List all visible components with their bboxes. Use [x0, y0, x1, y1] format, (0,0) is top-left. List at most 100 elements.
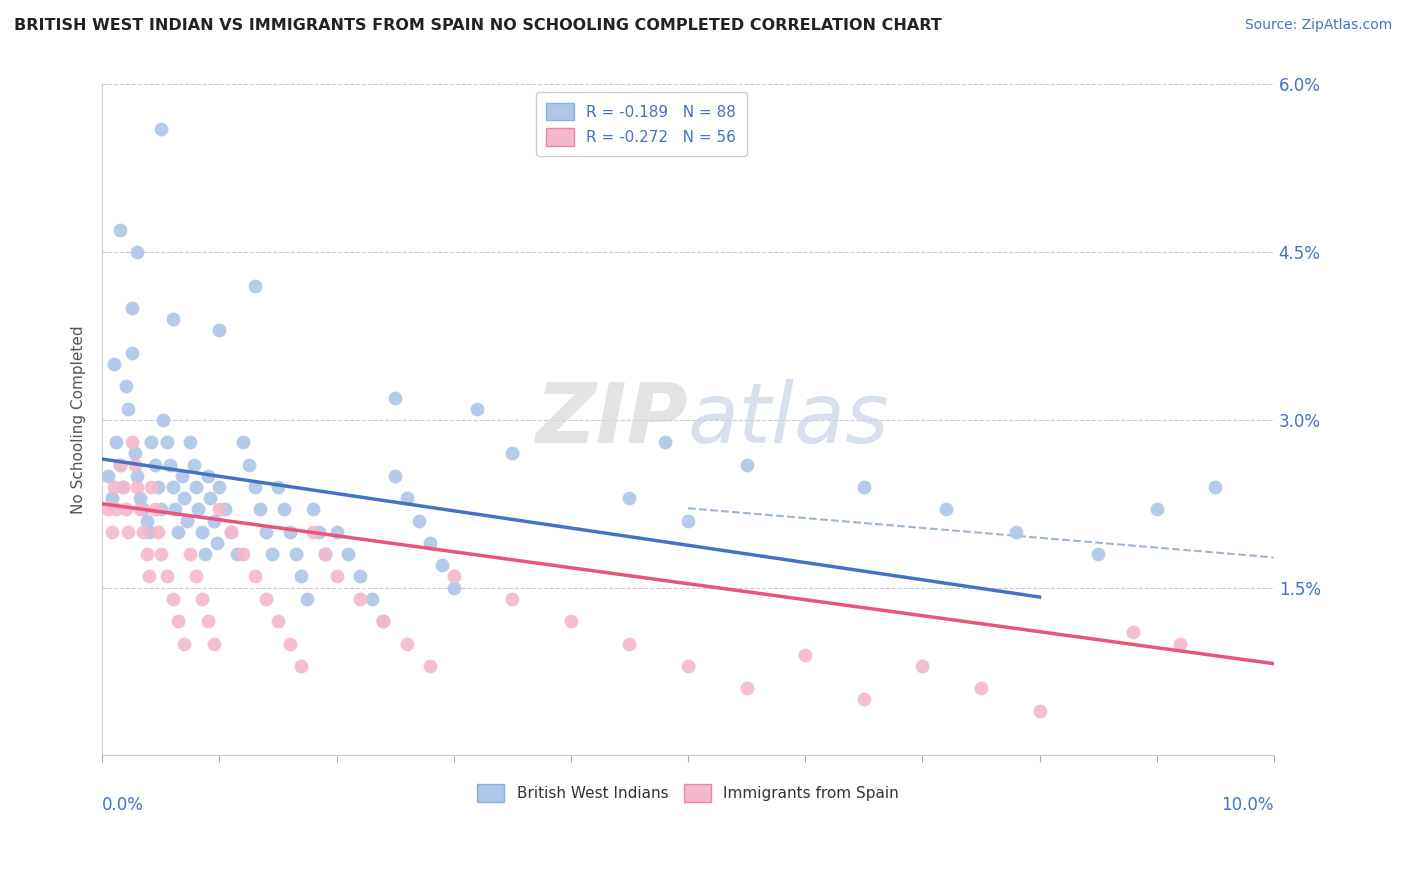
Point — [159, 458, 181, 472]
Point — [970, 681, 993, 696]
Point — [852, 692, 875, 706]
Point — [273, 502, 295, 516]
Point — [197, 468, 219, 483]
Point — [297, 591, 319, 606]
Point — [112, 480, 135, 494]
Point — [167, 614, 190, 628]
Point — [373, 614, 395, 628]
Point — [226, 547, 249, 561]
Point — [208, 502, 231, 516]
Point — [191, 524, 214, 539]
Point — [337, 547, 360, 561]
Point — [238, 458, 260, 472]
Point — [349, 591, 371, 606]
Point — [302, 524, 325, 539]
Point — [105, 502, 128, 516]
Point — [735, 681, 758, 696]
Point — [911, 659, 934, 673]
Point — [124, 446, 146, 460]
Point — [1168, 636, 1191, 650]
Point — [202, 636, 225, 650]
Point — [302, 502, 325, 516]
Point — [179, 547, 201, 561]
Point — [208, 323, 231, 337]
Point — [105, 435, 128, 450]
Point — [254, 591, 277, 606]
Point — [132, 524, 155, 539]
Point — [384, 391, 406, 405]
Point — [187, 502, 209, 516]
Point — [419, 536, 441, 550]
Point — [135, 547, 157, 561]
Point — [430, 558, 453, 573]
Point — [208, 480, 231, 494]
Point — [173, 491, 195, 505]
Point — [232, 435, 254, 450]
Point — [290, 569, 312, 583]
Point — [560, 614, 582, 628]
Point — [465, 401, 488, 416]
Point — [308, 524, 330, 539]
Point — [1005, 524, 1028, 539]
Point — [349, 569, 371, 583]
Point — [501, 446, 523, 460]
Point — [676, 514, 699, 528]
Point — [108, 223, 131, 237]
Point — [162, 480, 184, 494]
Point — [735, 458, 758, 472]
Point — [267, 614, 290, 628]
Text: atlas: atlas — [688, 379, 890, 460]
Point — [121, 435, 143, 450]
Point — [278, 636, 301, 650]
Point — [278, 524, 301, 539]
Point — [501, 591, 523, 606]
Point — [1122, 625, 1144, 640]
Point — [373, 614, 395, 628]
Point — [143, 502, 166, 516]
Point — [179, 435, 201, 450]
Point — [108, 458, 131, 472]
Point — [121, 346, 143, 360]
Point — [1028, 704, 1050, 718]
Point — [284, 547, 307, 561]
Text: 10.0%: 10.0% — [1222, 796, 1274, 814]
Point — [676, 659, 699, 673]
Point — [443, 581, 465, 595]
Point — [117, 401, 139, 416]
Point — [127, 480, 149, 494]
Point — [243, 278, 266, 293]
Point — [852, 480, 875, 494]
Point — [162, 591, 184, 606]
Point — [214, 502, 236, 516]
Point — [197, 614, 219, 628]
Point — [173, 636, 195, 650]
Point — [243, 480, 266, 494]
Point — [249, 502, 271, 516]
Point — [443, 569, 465, 583]
Point — [152, 413, 174, 427]
Point — [124, 458, 146, 472]
Point — [149, 502, 172, 516]
Point — [654, 435, 676, 450]
Point — [202, 514, 225, 528]
Text: 0.0%: 0.0% — [103, 796, 143, 814]
Point — [114, 379, 136, 393]
Point — [1204, 480, 1226, 494]
Point — [149, 547, 172, 561]
Point — [183, 458, 205, 472]
Point — [148, 480, 170, 494]
Point — [314, 547, 336, 561]
Point — [219, 524, 242, 539]
Point — [395, 491, 418, 505]
Point — [108, 458, 131, 472]
Point — [138, 569, 160, 583]
Point — [100, 524, 122, 539]
Point — [170, 468, 193, 483]
Point — [205, 536, 228, 550]
Point — [419, 659, 441, 673]
Point — [135, 514, 157, 528]
Point — [112, 480, 135, 494]
Point — [619, 491, 641, 505]
Point — [127, 468, 149, 483]
Y-axis label: No Schooling Completed: No Schooling Completed — [72, 326, 86, 514]
